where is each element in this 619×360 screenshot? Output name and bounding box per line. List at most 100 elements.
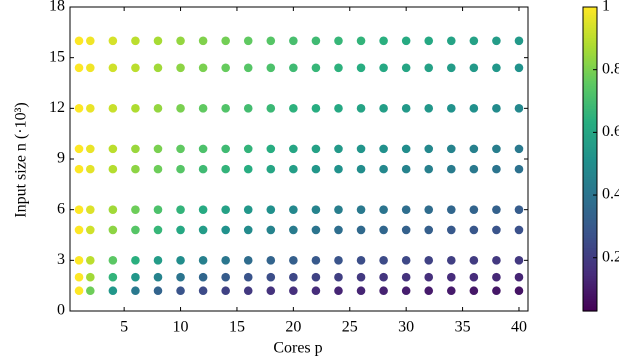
point — [514, 225, 524, 235]
point — [131, 144, 140, 154]
point — [74, 256, 84, 265]
point — [108, 286, 118, 296]
point — [424, 104, 434, 113]
colorbar-segment — [583, 72, 597, 76]
colorbar-segment — [583, 237, 597, 241]
point — [108, 205, 118, 214]
point — [131, 104, 140, 113]
point — [153, 256, 163, 265]
colorbar-segment — [583, 39, 597, 44]
colorbar-segment — [583, 93, 597, 97]
colorbar-segment — [583, 199, 597, 203]
point — [401, 63, 411, 73]
point — [176, 205, 185, 214]
point — [289, 272, 298, 282]
colorbar-segment — [583, 14, 597, 18]
point — [74, 205, 84, 214]
point — [153, 205, 163, 214]
point — [492, 164, 501, 174]
point — [153, 36, 163, 46]
colorbar-segment — [583, 156, 597, 160]
point — [514, 36, 524, 46]
colorbar-segment — [583, 88, 597, 92]
point — [311, 272, 321, 282]
colorbar-frame — [582, 6, 598, 312]
point — [221, 256, 230, 265]
colorbar-segment — [583, 169, 597, 173]
point — [176, 36, 185, 46]
point — [401, 104, 411, 113]
point — [153, 225, 163, 235]
point — [176, 286, 185, 296]
x-tick-label: 40 — [511, 319, 527, 336]
point — [221, 104, 230, 113]
point — [243, 36, 253, 46]
point — [401, 164, 411, 174]
colorbar-segment — [583, 209, 597, 213]
point — [446, 104, 456, 113]
point — [243, 286, 253, 296]
colorbar-segment — [583, 255, 597, 259]
colorbar-segment — [583, 146, 597, 150]
point — [424, 225, 434, 235]
point — [379, 164, 388, 174]
point — [198, 36, 208, 46]
point — [153, 272, 163, 282]
point — [86, 286, 95, 296]
point — [266, 164, 276, 174]
point — [379, 104, 388, 113]
point — [469, 144, 479, 154]
point — [424, 256, 434, 265]
y-tick-label: 15 — [49, 48, 65, 65]
point — [176, 256, 185, 265]
y-axis-label: Input size n (·10³) — [13, 102, 30, 217]
point — [356, 205, 366, 214]
point — [289, 256, 298, 265]
colorbar-segment — [583, 123, 597, 127]
point — [176, 272, 185, 282]
point — [356, 36, 366, 46]
point — [514, 63, 524, 73]
colorbar-segment — [583, 164, 597, 168]
point — [221, 36, 230, 46]
point — [221, 205, 230, 214]
colorbar-segment — [583, 232, 597, 236]
colorbar-segment — [583, 214, 597, 218]
colorbar-segment — [583, 293, 597, 297]
colorbar-segment — [583, 219, 597, 223]
colorbar-segment — [583, 34, 597, 38]
colorbar-tick-label: 0.4 — [602, 186, 619, 203]
point — [86, 205, 95, 214]
colorbar-segment — [583, 83, 597, 87]
point — [356, 63, 366, 73]
colorbar-segment — [583, 265, 597, 269]
colorbar-segment — [583, 85, 597, 89]
colorbar-segment — [583, 153, 597, 158]
x-axis-label: Cores p — [273, 340, 322, 357]
colorbar-segment — [583, 113, 597, 117]
colorbar-segment — [583, 105, 597, 109]
point — [289, 286, 298, 296]
y-tick-label: 9 — [57, 150, 65, 167]
colorbar-segment — [583, 65, 597, 69]
point — [334, 286, 343, 296]
point — [356, 272, 366, 282]
point — [401, 256, 411, 265]
point — [469, 36, 479, 46]
colorbar-segment — [583, 121, 597, 125]
x-tick-label: 30 — [398, 319, 414, 336]
point — [153, 286, 163, 296]
x-tick-label: 35 — [455, 319, 471, 336]
point — [401, 286, 411, 296]
point — [86, 104, 95, 113]
colorbar-segment — [583, 247, 597, 251]
point — [221, 144, 230, 154]
colorbar-segment — [583, 285, 597, 289]
colorbar-segment — [583, 288, 597, 292]
colorbar-segment — [583, 22, 597, 26]
colorbar-segment — [583, 300, 597, 304]
plot-frame — [69, 6, 529, 312]
colorbar-segment — [583, 77, 597, 82]
point — [492, 225, 501, 235]
